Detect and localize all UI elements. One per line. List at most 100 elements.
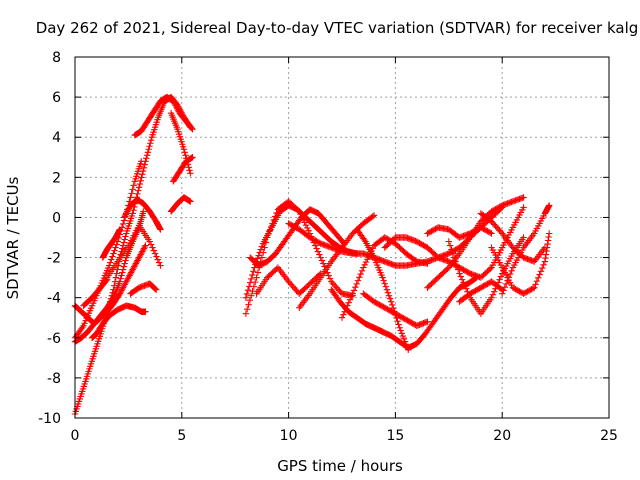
data-point bbox=[340, 311, 347, 318]
series-arc-32 bbox=[456, 278, 506, 305]
series-arc-20 bbox=[296, 212, 378, 311]
data-point bbox=[118, 272, 125, 279]
data-point bbox=[122, 257, 129, 264]
data-point bbox=[119, 266, 127, 273]
data-point bbox=[452, 258, 459, 265]
series-arc-27 bbox=[424, 224, 495, 241]
data-point bbox=[486, 229, 494, 236]
series-arc-17 bbox=[246, 206, 348, 269]
data-point bbox=[255, 252, 262, 259]
data-point bbox=[489, 291, 497, 298]
data-point bbox=[490, 288, 498, 295]
data-point bbox=[138, 174, 145, 181]
series-arc-10 bbox=[120, 196, 164, 233]
data-point bbox=[113, 241, 120, 248]
data-point bbox=[379, 274, 386, 281]
data-point bbox=[136, 180, 144, 188]
data-point bbox=[369, 245, 376, 252]
data-point bbox=[154, 256, 161, 263]
x-axis-label: GPS time / hours bbox=[277, 457, 403, 475]
data-point bbox=[121, 260, 128, 267]
series-arc-7 bbox=[103, 222, 164, 281]
data-point bbox=[187, 170, 194, 177]
data-point bbox=[424, 318, 431, 325]
data-point bbox=[250, 268, 257, 275]
data-point bbox=[361, 236, 368, 244]
data-point bbox=[304, 224, 311, 232]
data-point bbox=[361, 261, 368, 269]
data-point bbox=[453, 262, 461, 269]
data-point bbox=[119, 269, 126, 276]
data-point bbox=[146, 143, 153, 150]
data-point bbox=[531, 284, 538, 291]
data-point bbox=[242, 294, 250, 301]
data-point bbox=[424, 260, 431, 267]
data-point bbox=[120, 239, 128, 246]
plot-frame bbox=[74, 56, 610, 419]
data-point bbox=[398, 330, 406, 337]
data-point bbox=[520, 234, 527, 241]
data-point bbox=[537, 268, 545, 275]
data-point bbox=[385, 292, 393, 299]
data-point bbox=[369, 213, 376, 220]
data-point bbox=[349, 290, 356, 297]
series-arc-8 bbox=[127, 280, 160, 297]
data-point bbox=[248, 275, 255, 283]
data-point bbox=[545, 202, 553, 209]
series-arc-31 bbox=[499, 202, 553, 297]
data-point bbox=[497, 228, 505, 236]
data-point bbox=[150, 247, 157, 254]
data-point bbox=[445, 238, 452, 245]
data-point bbox=[185, 164, 192, 171]
data-point bbox=[182, 152, 189, 159]
data-point bbox=[536, 271, 543, 278]
y-tick-label: 4 bbox=[52, 130, 61, 146]
data-point bbox=[138, 158, 145, 165]
data-point bbox=[345, 299, 352, 306]
data-point bbox=[130, 206, 137, 214]
data-point bbox=[460, 279, 467, 286]
data-point bbox=[155, 259, 163, 266]
data-point bbox=[346, 296, 354, 303]
data-point bbox=[396, 324, 403, 331]
x-tick-label: 5 bbox=[177, 428, 186, 444]
data-point bbox=[317, 254, 324, 261]
data-point bbox=[105, 262, 113, 269]
y-tick-label: -8 bbox=[47, 371, 61, 387]
data-point bbox=[488, 230, 495, 237]
data-point bbox=[533, 277, 541, 285]
data-point bbox=[457, 273, 465, 280]
series-arc-24 bbox=[360, 290, 431, 329]
data-point bbox=[258, 254, 266, 261]
data-point bbox=[381, 280, 388, 287]
data-point bbox=[254, 269, 262, 276]
data-point bbox=[399, 332, 407, 340]
data-point bbox=[504, 277, 511, 284]
data-point bbox=[116, 278, 124, 285]
data-point bbox=[497, 285, 505, 292]
data-point bbox=[144, 149, 152, 156]
data-point bbox=[189, 126, 196, 133]
data-point bbox=[497, 273, 505, 280]
series-arc-5 bbox=[88, 302, 149, 341]
data-point bbox=[540, 261, 547, 269]
data-point bbox=[305, 227, 312, 234]
data-point bbox=[364, 256, 371, 263]
data-point bbox=[539, 264, 546, 272]
data-point bbox=[135, 184, 143, 191]
data-point bbox=[461, 282, 469, 289]
data-point bbox=[313, 245, 320, 252]
series-arc-14 bbox=[167, 194, 194, 215]
data-point bbox=[520, 204, 527, 211]
data-point bbox=[243, 290, 251, 298]
data-point bbox=[532, 281, 539, 288]
data-point bbox=[143, 152, 151, 159]
data-point bbox=[110, 250, 117, 257]
y-tick-label: 2 bbox=[52, 170, 61, 186]
data-point bbox=[395, 321, 402, 328]
data-point bbox=[403, 343, 411, 351]
data-point bbox=[370, 212, 378, 219]
series-arc-9 bbox=[99, 226, 124, 261]
data-point bbox=[113, 270, 120, 277]
